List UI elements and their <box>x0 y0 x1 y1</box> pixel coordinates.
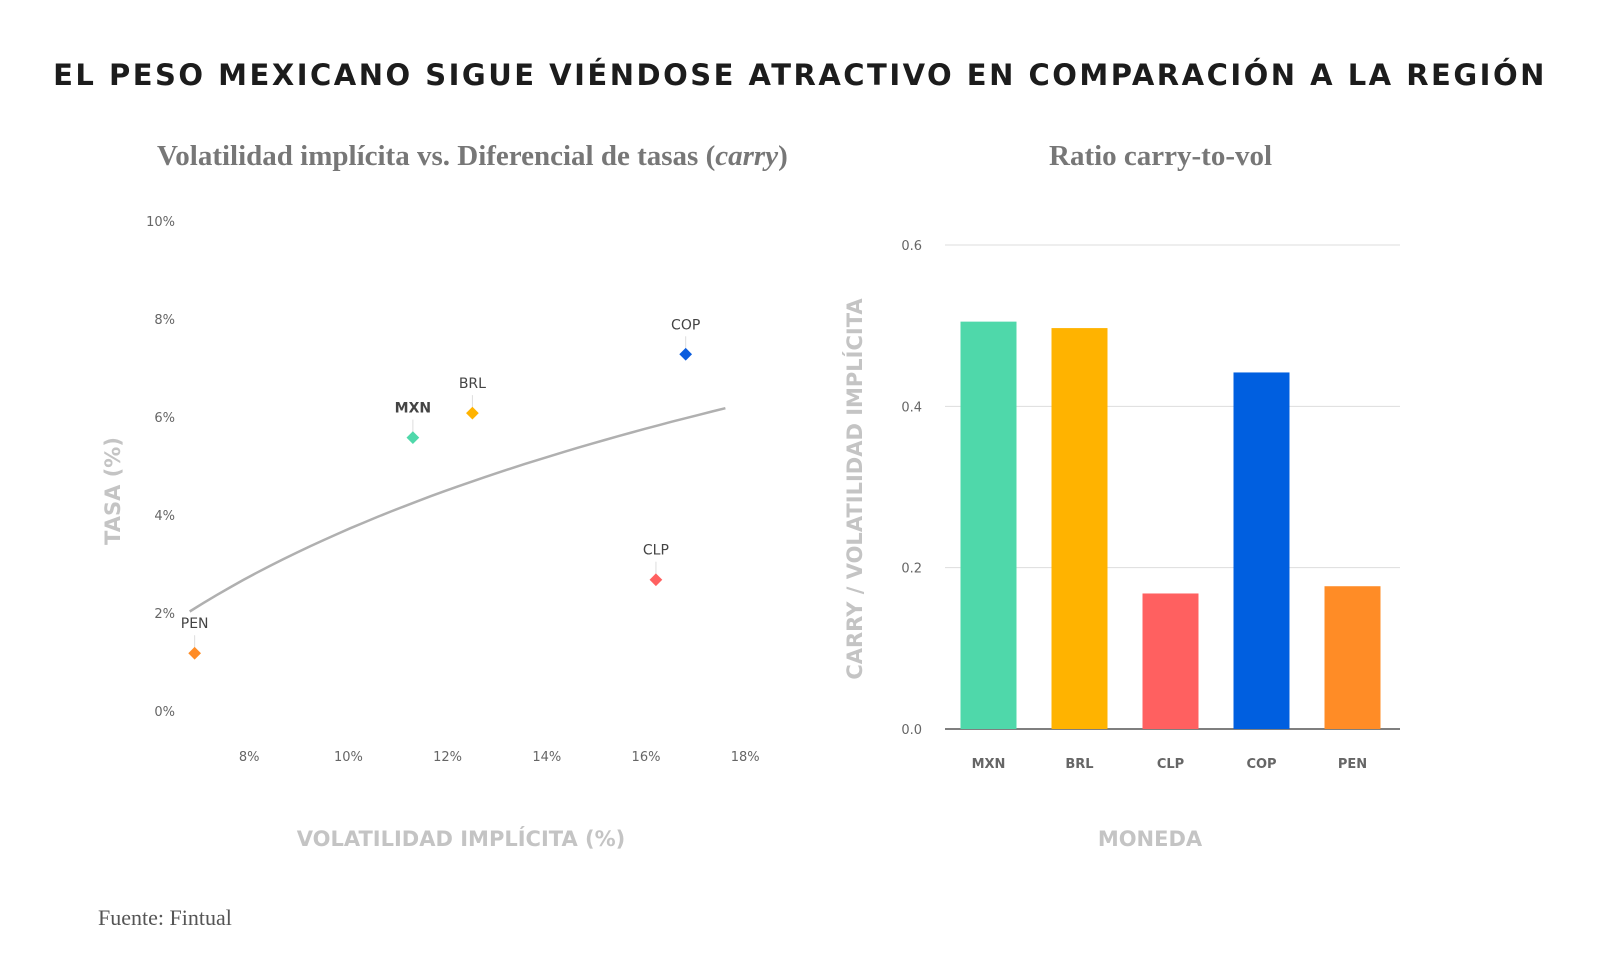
scatter-chart: 0% 2% 4% 6% 8% 10% 8% 10% 12% 14% 16% 18% VOLATILIDA… <box>101 215 760 851</box>
scatter-title-main: Volatilidad implícita vs. Diferencial de… <box>157 140 716 172</box>
scatter-y-tick: 4% <box>154 509 175 524</box>
bar-y-tick: 0.2 <box>901 562 922 577</box>
scatter-point-label: PEN <box>181 616 209 632</box>
source-note: Fuente: Fintual <box>98 905 232 930</box>
bar-clp <box>1142 593 1199 729</box>
scatter-title-end: ) <box>778 140 788 172</box>
scatter-x-tick: 12% <box>433 750 462 765</box>
scatter-y-tick: 2% <box>154 607 175 622</box>
scatter-y-tick: 0% <box>154 705 175 720</box>
bar-y-tick: 0.0 <box>901 723 922 738</box>
scatter-x-tick: 14% <box>532 750 561 765</box>
scatter-point-label: BRL <box>459 376 486 392</box>
scatter-x-axis-title: VOLATILIDAD IMPLÍCITA (%) <box>297 826 626 851</box>
scatter-point-cop <box>679 347 693 361</box>
scatter-x-tick: 8% <box>239 750 260 765</box>
scatter-y-tick: 6% <box>154 411 175 426</box>
bar-y-tick: 0.6 <box>901 239 922 254</box>
scatter-point-clp <box>649 573 663 587</box>
bar-x-tick: BRL <box>1065 757 1093 772</box>
scatter-x-tick: 18% <box>731 750 760 765</box>
scatter-x-tick: 10% <box>334 750 363 765</box>
scatter-point-label: MXN <box>395 401 431 417</box>
bar-x-tick: PEN <box>1338 757 1367 772</box>
bar-cop <box>1233 372 1290 729</box>
bar-y-axis-title: CARRY / VOLATILIDAD IMPLÍCITA <box>842 298 867 680</box>
scatter-point-label: CLP <box>643 543 669 559</box>
bar-y-tick: 0.4 <box>901 400 922 415</box>
bar-brl <box>1051 328 1108 729</box>
scatter-point-mxn <box>406 431 420 444</box>
bar-x-tick: MXN <box>972 757 1006 772</box>
scatter-y-tick: 8% <box>154 313 175 328</box>
scatter-title-italic: carry <box>715 140 779 172</box>
scatter-point-label: COP <box>671 317 700 333</box>
bar-x-tick: CLP <box>1157 757 1184 772</box>
scatter-y-tick: 10% <box>146 215 175 230</box>
scatter-chart-title: Volatilidad implícita vs. Diferencial de… <box>157 140 788 173</box>
bar-mxn <box>960 321 1017 729</box>
bar-pen <box>1324 586 1381 729</box>
bar-x-axis-title: MONEDA <box>1098 827 1203 851</box>
scatter-point-pen <box>188 646 202 660</box>
scatter-trendline <box>189 406 726 613</box>
bar-x-tick: COP <box>1246 757 1276 772</box>
scatter-y-axis-title: TASA (%) <box>101 437 125 545</box>
scatter-x-tick: 16% <box>632 750 661 765</box>
scatter-point-brl <box>466 406 479 420</box>
main-title: EL PESO MEXICANO SIGUE VIÉNDOSE ATRACTIV… <box>53 58 1547 92</box>
bar-chart: 0.0 0.2 0.4 0.6 MXN BRL CLP COP PEN MONEDA CARRY /… <box>842 239 1400 851</box>
bar-chart-title: Ratio carry-to-vol <box>1049 140 1273 172</box>
